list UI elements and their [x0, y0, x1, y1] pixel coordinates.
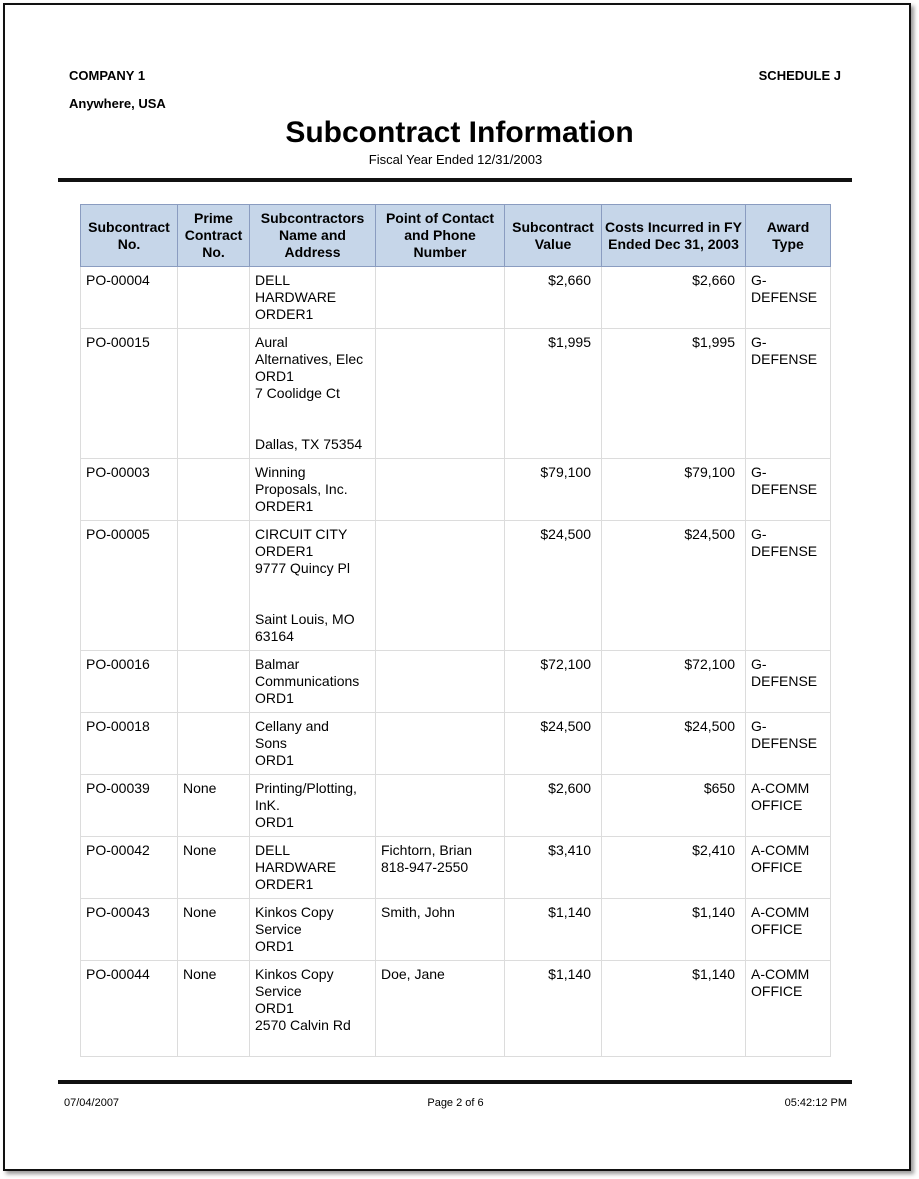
subcontract-no-cell: PO-00044 [80, 960, 178, 1057]
name-address-cell: DELL HARDWARE ORDER1 [249, 266, 376, 329]
schedule-label: SCHEDULE J [758, 68, 841, 83]
prime-contract-cell [177, 266, 250, 329]
footer-time: 05:42:12 PM [784, 1097, 847, 1109]
report-subtitle: Fiscal Year Ended 12/31/2003 [368, 152, 543, 167]
award-type-cell: G- DEFENSE [745, 458, 831, 521]
costs-cell: $2,410 [601, 836, 746, 899]
value-cell: $24,500 [504, 520, 602, 651]
prime-contract-cell: None [177, 774, 250, 837]
prime-contract-cell: None [177, 898, 250, 961]
table-row: PO-00004 DELL HARDWARE ORDER1 $2,660 $2,660… [80, 266, 831, 329]
name-address-cell: Kinkos Copy Service ORD1 [249, 898, 376, 961]
footer-page-number: Page 2 of 6 [427, 1097, 484, 1109]
table-row: PO-00005 CIRCUIT CITY ORDER1 9777 Quincy … [80, 520, 831, 651]
table-row: PO-00044 None Kinkos Copy Service ORD1 257… [80, 960, 831, 1057]
name-address-cell: Aural Alternatives, Elec ORD1 7 Coolidge… [249, 328, 376, 459]
costs-cell: $2,660 [601, 266, 746, 329]
name-address-cell: Balmar Communications ORD1 [249, 650, 376, 713]
table-row: PO-00016 Balmar Communications ORD1 $72,10… [80, 650, 831, 713]
value-cell: $2,600 [504, 774, 602, 837]
subcontract-table: Subcontract No. Prime Contract No. Subcont… [80, 204, 831, 1057]
value-cell: $1,995 [504, 328, 602, 459]
column-header-subcontract-no: Subcontract No. [80, 204, 178, 267]
name-address-cell: DELL HARDWARE ORDER1 [249, 836, 376, 899]
column-header-costs-incurred: Costs Incurred in FY Ended Dec 31, 2003 [601, 204, 746, 267]
value-cell: $72,100 [504, 650, 602, 713]
table-row: PO-00039 None Printing/Plotting, InK. ORD1… [80, 774, 831, 837]
prime-contract-cell [177, 458, 250, 521]
table-row: PO-00018 Cellany and Sons ORD1 $24,500 $24,… [80, 712, 831, 775]
prime-contract-cell [177, 650, 250, 713]
name-address-cell: Printing/Plotting, InK. ORD1 [249, 774, 376, 837]
award-type-cell: A-COMM OFFICE [745, 898, 831, 961]
contact-cell [375, 266, 505, 329]
award-type-cell: A-COMM OFFICE [745, 960, 831, 1057]
column-header-point-of-contact: Point of Contact and Phone Number [375, 204, 505, 267]
value-cell: $2,660 [504, 266, 602, 329]
subcontract-no-cell: PO-00018 [80, 712, 178, 775]
prime-contract-cell [177, 520, 250, 651]
table-row: PO-00015 Aural Alternatives, Elec ORD1 7 … [80, 328, 831, 459]
contact-cell: Smith, John [375, 898, 505, 961]
award-type-cell: G- DEFENSE [745, 712, 831, 775]
costs-cell: $72,100 [601, 650, 746, 713]
prime-contract-cell [177, 328, 250, 459]
costs-cell: $79,100 [601, 458, 746, 521]
value-cell: $1,140 [504, 898, 602, 961]
contact-cell [375, 712, 505, 775]
award-type-cell: A-COMM OFFICE [745, 836, 831, 899]
column-header-subcontract-value: Subcontract Value [504, 204, 602, 267]
name-address-cell: Winning Proposals, Inc. ORDER1 [249, 458, 376, 521]
column-header-award-type: Award Type [745, 204, 831, 267]
costs-cell: $1,995 [601, 328, 746, 459]
value-cell: $3,410 [504, 836, 602, 899]
costs-cell: $1,140 [601, 960, 746, 1057]
subcontract-no-cell: PO-00043 [80, 898, 178, 961]
contact-cell [375, 458, 505, 521]
contact-cell: Doe, Jane [375, 960, 505, 1057]
contact-cell: Fichtorn, Brian 818-947-2550 [375, 836, 505, 899]
contact-cell [375, 328, 505, 459]
costs-cell: $1,140 [601, 898, 746, 961]
award-type-cell: G- DEFENSE [745, 520, 831, 651]
table-row: PO-00003 Winning Proposals, Inc. ORDER1 $7… [80, 458, 831, 521]
award-type-cell: G- DEFENSE [745, 328, 831, 459]
subcontract-no-cell: PO-00039 [80, 774, 178, 837]
column-header-prime-contract-no: Prime Contract No. [177, 204, 250, 267]
column-header-subcontractor-name-address: Subcontractors Name and Address [249, 204, 376, 267]
subcontract-no-cell: PO-00003 [80, 458, 178, 521]
company-location: Anywhere, USA [69, 96, 166, 111]
subcontract-no-cell: PO-00016 [80, 650, 178, 713]
contact-cell [375, 650, 505, 713]
subcontract-no-cell: PO-00042 [80, 836, 178, 899]
value-cell: $79,100 [504, 458, 602, 521]
costs-cell: $24,500 [601, 712, 746, 775]
award-type-cell: G- DEFENSE [745, 266, 831, 329]
award-type-cell: A-COMM OFFICE [745, 774, 831, 837]
table-row: PO-00043 None Kinkos Copy Service ORD1 Smit… [80, 898, 831, 961]
value-cell: $1,140 [504, 960, 602, 1057]
name-address-cell: Cellany and Sons ORD1 [249, 712, 376, 775]
prime-contract-cell: None [177, 960, 250, 1057]
prime-contract-cell: None [177, 836, 250, 899]
name-address-cell: CIRCUIT CITY ORDER1 9777 Quincy Pl Saint… [249, 520, 376, 651]
table-row: PO-00042 None DELL HARDWARE ORDER1 Fichtorn… [80, 836, 831, 899]
report-title: Subcontract Information [285, 116, 634, 149]
costs-cell: $650 [601, 774, 746, 837]
costs-cell: $24,500 [601, 520, 746, 651]
table-header-row: Subcontract No. Prime Contract No. Subcont… [80, 204, 831, 267]
contact-cell [375, 774, 505, 837]
award-type-cell: G- DEFENSE [745, 650, 831, 713]
company-name: COMPANY 1 [69, 68, 146, 83]
subcontract-no-cell: PO-00004 [80, 266, 178, 329]
subcontract-no-cell: PO-00015 [80, 328, 178, 459]
header-divider [58, 178, 852, 182]
name-address-cell: Kinkos Copy Service ORD1 2570 Calvin Rd [249, 960, 376, 1057]
footer-date: 07/04/2007 [64, 1097, 120, 1109]
value-cell: $24,500 [504, 712, 602, 775]
subcontract-no-cell: PO-00005 [80, 520, 178, 651]
contact-cell [375, 520, 505, 651]
footer-divider [58, 1080, 852, 1084]
prime-contract-cell [177, 712, 250, 775]
